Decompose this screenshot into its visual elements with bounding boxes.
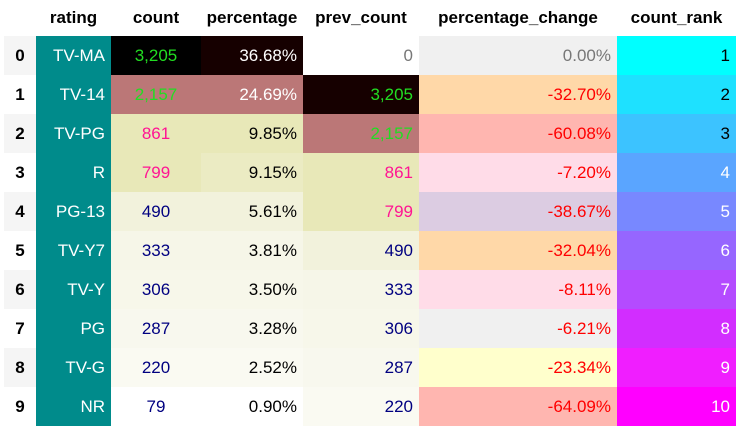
cell-count-rank: 2 xyxy=(617,75,736,114)
cell-count: 220 xyxy=(111,348,201,387)
cell-percentage-change: -7.20% xyxy=(419,153,617,192)
header-percentage: percentage xyxy=(201,0,303,36)
cell-count: 306 xyxy=(111,270,201,309)
cell-count: 287 xyxy=(111,309,201,348)
row-index: 2 xyxy=(4,114,36,153)
cell-rating: R xyxy=(36,153,111,192)
cell-percentage: 5.61% xyxy=(201,192,303,231)
table-header: rating count percentage prev_count perce… xyxy=(4,0,736,36)
cell-prev-count: 799 xyxy=(303,192,419,231)
header-count-rank: count_rank xyxy=(617,0,736,36)
cell-percentage: 3.81% xyxy=(201,231,303,270)
cell-count-rank: 10 xyxy=(617,387,736,426)
row-index: 1 xyxy=(4,75,36,114)
row-index: 7 xyxy=(4,309,36,348)
cell-prev-count: 306 xyxy=(303,309,419,348)
row-index: 0 xyxy=(4,36,36,75)
cell-count-rank: 4 xyxy=(617,153,736,192)
table-row: 7 PG 287 3.28% 306 -6.21% 8 xyxy=(4,309,736,348)
cell-count: 2,157 xyxy=(111,75,201,114)
styled-dataframe-table: rating count percentage prev_count perce… xyxy=(4,0,736,426)
header-count: count xyxy=(111,0,201,36)
header-row: rating count percentage prev_count perce… xyxy=(4,0,736,36)
table-row: 0 TV-MA 3,205 36.68% 0 0.00% 1 xyxy=(4,36,736,75)
cell-rating: PG-13 xyxy=(36,192,111,231)
cell-percentage-change: -23.34% xyxy=(419,348,617,387)
cell-percentage: 2.52% xyxy=(201,348,303,387)
cell-rating: NR xyxy=(36,387,111,426)
table-row: 5 TV-Y7 333 3.81% 490 -32.04% 6 xyxy=(4,231,736,270)
table-row: 1 TV-14 2,157 24.69% 3,205 -32.70% 2 xyxy=(4,75,736,114)
cell-count: 861 xyxy=(111,114,201,153)
cell-percentage: 3.50% xyxy=(201,270,303,309)
table-row: 4 PG-13 490 5.61% 799 -38.67% 5 xyxy=(4,192,736,231)
cell-percentage-change: -60.08% xyxy=(419,114,617,153)
table-row: 3 R 799 9.15% 861 -7.20% 4 xyxy=(4,153,736,192)
row-index: 6 xyxy=(4,270,36,309)
cell-count: 799 xyxy=(111,153,201,192)
cell-percentage: 36.68% xyxy=(201,36,303,75)
row-index: 8 xyxy=(4,348,36,387)
cell-count: 79 xyxy=(111,387,201,426)
table-body: 0 TV-MA 3,205 36.68% 0 0.00% 1 1 TV-14 2,157 24.69… xyxy=(4,36,736,426)
header-index xyxy=(4,0,36,36)
header-percentage-change: percentage_change xyxy=(419,0,617,36)
cell-count: 333 xyxy=(111,231,201,270)
cell-percentage: 9.85% xyxy=(201,114,303,153)
cell-percentage: 24.69% xyxy=(201,75,303,114)
cell-percentage: 3.28% xyxy=(201,309,303,348)
row-index: 9 xyxy=(4,387,36,426)
table-row: 8 TV-G 220 2.52% 287 -23.34% 9 xyxy=(4,348,736,387)
cell-rating: TV-MA xyxy=(36,36,111,75)
cell-rating: TV-G xyxy=(36,348,111,387)
cell-prev-count: 220 xyxy=(303,387,419,426)
row-index: 4 xyxy=(4,192,36,231)
table-row: 6 TV-Y 306 3.50% 333 -8.11% 7 xyxy=(4,270,736,309)
cell-prev-count: 287 xyxy=(303,348,419,387)
cell-prev-count: 861 xyxy=(303,153,419,192)
cell-percentage-change: 0.00% xyxy=(419,36,617,75)
cell-count-rank: 8 xyxy=(617,309,736,348)
cell-percentage-change: -32.04% xyxy=(419,231,617,270)
header-rating: rating xyxy=(36,0,111,36)
row-index: 3 xyxy=(4,153,36,192)
cell-prev-count: 2,157 xyxy=(303,114,419,153)
cell-count-rank: 3 xyxy=(617,114,736,153)
cell-prev-count: 3,205 xyxy=(303,75,419,114)
cell-percentage: 9.15% xyxy=(201,153,303,192)
cell-count: 3,205 xyxy=(111,36,201,75)
cell-prev-count: 0 xyxy=(303,36,419,75)
cell-prev-count: 333 xyxy=(303,270,419,309)
header-prev-count: prev_count xyxy=(303,0,419,36)
cell-count-rank: 7 xyxy=(617,270,736,309)
cell-count-rank: 9 xyxy=(617,348,736,387)
cell-rating: TV-Y xyxy=(36,270,111,309)
cell-rating: TV-PG xyxy=(36,114,111,153)
cell-percentage-change: -6.21% xyxy=(419,309,617,348)
table-row: 2 TV-PG 861 9.85% 2,157 -60.08% 3 xyxy=(4,114,736,153)
cell-count-rank: 1 xyxy=(617,36,736,75)
cell-count-rank: 5 xyxy=(617,192,736,231)
cell-rating: TV-14 xyxy=(36,75,111,114)
cell-percentage-change: -38.67% xyxy=(419,192,617,231)
cell-rating: PG xyxy=(36,309,111,348)
cell-count: 490 xyxy=(111,192,201,231)
cell-percentage-change: -32.70% xyxy=(419,75,617,114)
cell-percentage: 0.90% xyxy=(201,387,303,426)
cell-percentage-change: -8.11% xyxy=(419,270,617,309)
cell-prev-count: 490 xyxy=(303,231,419,270)
cell-count-rank: 6 xyxy=(617,231,736,270)
row-index: 5 xyxy=(4,231,36,270)
cell-rating: TV-Y7 xyxy=(36,231,111,270)
cell-percentage-change: -64.09% xyxy=(419,387,617,426)
table-row: 9 NR 79 0.90% 220 -64.09% 10 xyxy=(4,387,736,426)
